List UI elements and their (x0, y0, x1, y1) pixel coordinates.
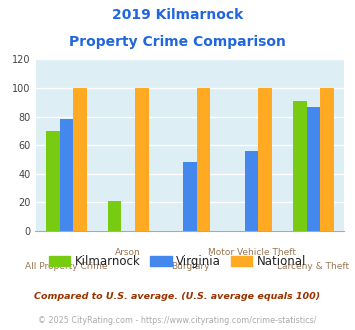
Text: Arson: Arson (115, 248, 141, 257)
Bar (135, 88, 148, 231)
Text: Larceny & Theft: Larceny & Theft (277, 262, 350, 271)
Bar (245, 151, 258, 231)
Bar (60, 119, 73, 231)
Text: Property Crime Comparison: Property Crime Comparison (69, 35, 286, 49)
Text: Compared to U.S. average. (U.S. average equals 100): Compared to U.S. average. (U.S. average … (34, 292, 321, 301)
Text: Motor Vehicle Theft: Motor Vehicle Theft (208, 248, 296, 257)
Text: All Property Crime: All Property Crime (25, 262, 108, 271)
Bar (293, 101, 307, 231)
Bar (307, 107, 320, 231)
Bar (320, 88, 334, 231)
Bar (183, 162, 197, 231)
Bar (197, 88, 210, 231)
Text: 2019 Kilmarnock: 2019 Kilmarnock (112, 8, 243, 22)
Bar (108, 201, 121, 231)
Bar (73, 88, 87, 231)
Text: Burglary: Burglary (171, 262, 209, 271)
Legend: Kilmarnock, Virginia, National: Kilmarnock, Virginia, National (44, 250, 311, 273)
Bar (258, 88, 272, 231)
Text: © 2025 CityRating.com - https://www.cityrating.com/crime-statistics/: © 2025 CityRating.com - https://www.city… (38, 316, 317, 325)
Bar (46, 131, 60, 231)
